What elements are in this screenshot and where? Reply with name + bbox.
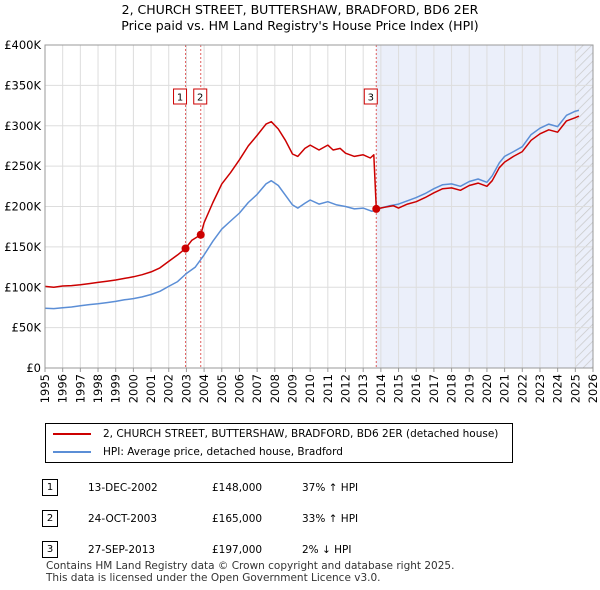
transaction-marker: 1	[42, 479, 58, 496]
y-tick-label: £400K	[4, 38, 41, 52]
x-tick-label: 2009	[285, 374, 299, 403]
x-tick-label: 2010	[303, 374, 317, 403]
x-tick-label: 2025	[568, 374, 582, 403]
x-tick-label: 2011	[321, 374, 335, 403]
chart-subtitle: Price paid vs. HM Land Registry's House …	[121, 18, 479, 33]
transaction-price: £148,000	[212, 481, 263, 494]
legend: 2, CHURCH STREET, BUTTERSHAW, BRADFORD, …	[45, 423, 513, 463]
x-tick-label: 2024	[551, 374, 565, 403]
sale-marker-box	[363, 88, 378, 105]
footer: Contains HM Land Registry data © Crown c…	[46, 560, 454, 584]
x-tick-label: 2005	[215, 374, 229, 403]
hpi-line-swatch	[53, 451, 91, 453]
transaction-hpi: 37% ↑ HPI	[302, 481, 359, 494]
y-tick-label: £150K	[4, 240, 41, 254]
hpi-series-line	[44, 109, 580, 310]
transactions-table: 1 13-DEC-2002 £148,000 37% ↑ HPI 2 24-OC…	[42, 472, 392, 565]
transaction-price: £165,000	[212, 512, 263, 525]
legend-hpi-label: HPI: Average price, detached house, Brad…	[103, 446, 343, 458]
x-tick-label: 2003	[179, 374, 193, 403]
y-tick-label: £300K	[4, 119, 41, 133]
y-tick-label: £50K	[12, 321, 42, 335]
x-tick-label: 1997	[73, 374, 87, 403]
transaction-date: 24-OCT-2003	[88, 512, 157, 525]
x-tick-label: 1998	[91, 374, 105, 403]
x-tick-label: 2008	[268, 374, 282, 403]
sale-marker-box	[173, 88, 188, 105]
x-tick-label: 2000	[126, 374, 140, 403]
table-row: 3 27-SEP-2013 £197,000 2% ↓ HPI	[42, 534, 392, 565]
transaction-marker: 3	[42, 541, 58, 558]
x-tick-label: 2023	[533, 374, 547, 403]
footer-licence: This data is licensed under the Open Gov…	[46, 572, 381, 584]
x-tick-label: 2017	[427, 374, 441, 403]
x-tick-label: 2020	[480, 374, 494, 403]
sale-marker-box	[193, 88, 208, 105]
plot-frame	[44, 44, 594, 369]
x-tick-label: 2004	[197, 374, 211, 403]
x-tick-label: 2012	[339, 374, 353, 403]
legend-item-property: 2, CHURCH STREET, BUTTERSHAW, BRADFORD, …	[53, 426, 498, 442]
sale-point	[196, 230, 205, 239]
footer-copyright: Contains HM Land Registry data © Crown c…	[46, 560, 455, 572]
x-tick-label: 1999	[109, 374, 123, 403]
x-tick-label: 2002	[162, 374, 176, 403]
legend-item-hpi: HPI: Average price, detached house, Brad…	[53, 444, 343, 460]
sale-marker-label: 1	[177, 93, 183, 104]
transaction-hpi: 2% ↓ HPI	[302, 543, 352, 556]
property-series-line	[44, 115, 580, 289]
y-tick-label: £350K	[4, 78, 41, 92]
y-tick-label: £0	[26, 361, 41, 375]
x-tick-label: 2001	[144, 374, 158, 403]
x-tick-label: 1996	[56, 374, 70, 403]
x-tick-label: 2015	[392, 374, 406, 403]
x-tick-label: 1995	[38, 374, 52, 403]
transaction-date: 27-SEP-2013	[88, 543, 156, 556]
sale-marker-label: 3	[368, 93, 374, 104]
x-tick-label: 2007	[250, 374, 264, 403]
x-tick-label: 2006	[232, 374, 246, 403]
transaction-hpi: 33% ↑ HPI	[302, 512, 359, 525]
x-tick-label: 2021	[498, 374, 512, 403]
x-tick-label: 2022	[515, 374, 529, 403]
x-tick-label: 2026	[586, 374, 600, 403]
table-row: 2 24-OCT-2003 £165,000 33% ↑ HPI	[42, 503, 392, 534]
sale-marker-label: 2	[197, 93, 203, 104]
x-tick-label: 2016	[409, 374, 423, 403]
sale-point	[181, 244, 190, 253]
x-tick-label: 2019	[462, 374, 476, 403]
transaction-price: £197,000	[212, 543, 263, 556]
sale-point	[372, 204, 381, 213]
y-tick-label: £250K	[4, 159, 41, 173]
table-row: 1 13-DEC-2002 £148,000 37% ↑ HPI	[42, 472, 392, 503]
y-tick-label: £200K	[4, 200, 41, 214]
x-tick-label: 2014	[374, 374, 388, 403]
transaction-marker: 2	[42, 510, 58, 527]
property-line-swatch	[53, 433, 91, 435]
price-chart: 1 2 3 £0 £50K £100K £150K £200K £250K £300K £350K £…	[4, 38, 600, 403]
transaction-date: 13-DEC-2002	[88, 481, 158, 494]
chart-title: 2, CHURCH STREET, BUTTERSHAW, BRADFORD, …	[121, 2, 479, 17]
legend-property-label: 2, CHURCH STREET, BUTTERSHAW, BRADFORD, …	[103, 428, 499, 440]
x-tick-label: 2018	[445, 374, 459, 403]
y-tick-label: £100K	[4, 280, 41, 294]
x-tick-label: 2013	[356, 374, 370, 403]
